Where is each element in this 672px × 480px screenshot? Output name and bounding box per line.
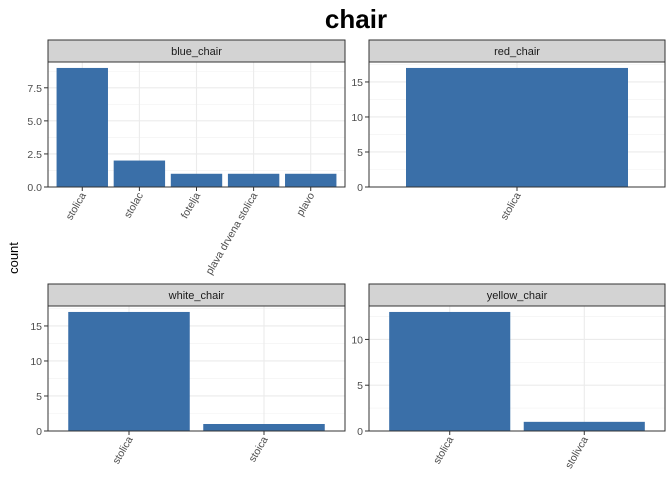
y-tick-label: 10 (351, 112, 363, 124)
y-tick-label: 7.5 (27, 83, 42, 95)
x-tick-label: stolica (498, 190, 523, 222)
y-tick-label: 15 (30, 321, 42, 333)
bar (227, 173, 280, 187)
x-tick-label: stolivca (563, 434, 591, 470)
y-tick-label: 5 (357, 380, 363, 392)
bar (406, 67, 628, 187)
y-tick-label: 5.0 (27, 116, 42, 128)
chart-title: chair (325, 4, 387, 34)
y-tick-label: 0 (357, 426, 363, 438)
panel-border (47, 305, 346, 432)
facet-label: white_chair (168, 290, 225, 302)
x-tick-label: plavo (294, 190, 317, 218)
facet-label: blue_chair (171, 46, 222, 58)
y-axis-label: count (6, 242, 21, 274)
y-tick-label: 0 (36, 426, 42, 438)
bar (68, 311, 190, 431)
x-tick-label: stolica (64, 190, 89, 222)
y-tick-label: 5 (357, 147, 363, 159)
panel-red_chair: red_chair 0 5 10 15 stolica (351, 39, 666, 222)
chart-panels: blue_chair 0.0 2.5 5.0 7.5 stolica stolac fotel… (27, 39, 666, 471)
facet-label: red_chair (494, 46, 540, 58)
y-tick-label: 0 (357, 182, 363, 194)
x-tick-label: stolica (110, 434, 135, 466)
y-tick-label: 10 (351, 334, 363, 346)
x-tick-label: stolac (122, 191, 146, 221)
x-tick-label: stolica (431, 434, 456, 466)
panel-white_chair: white_chair 0 5 10 15 stolica stoica (30, 283, 346, 466)
bar (523, 421, 645, 431)
y-tick-label: 5 (36, 391, 42, 403)
bar (113, 160, 166, 187)
x-tick-label: stoica (246, 434, 270, 464)
x-tick-label: fotelja (179, 190, 203, 220)
bar (203, 423, 325, 431)
y-tick-label: 2.5 (27, 149, 42, 161)
bar (389, 311, 511, 431)
y-tick-label: 15 (351, 77, 363, 89)
bar (56, 67, 108, 187)
facet-label: yellow_chair (487, 290, 548, 302)
y-tick-label: 0.0 (27, 182, 42, 194)
panel-blue_chair: blue_chair 0.0 2.5 5.0 7.5 stolica stolac fotel… (27, 39, 346, 277)
panel-yellow_chair: yellow_chair 0 5 10 stolica stolivca (351, 283, 666, 471)
x-tick-label: plava drvena stolica (203, 190, 260, 277)
bar (170, 173, 223, 187)
y-tick-label: 10 (30, 356, 42, 368)
panel-border (368, 305, 666, 432)
bar (285, 173, 337, 187)
